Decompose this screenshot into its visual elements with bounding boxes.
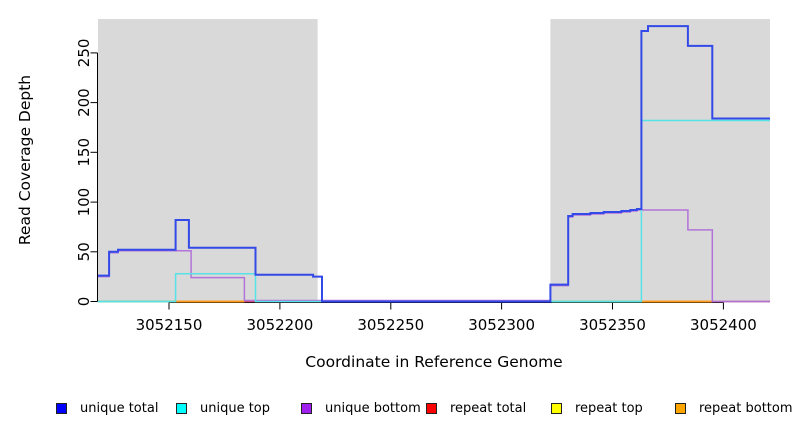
y-tick-label: 100	[75, 188, 93, 217]
x-tick-label: 3052350	[579, 316, 646, 334]
shaded-region-left	[98, 19, 318, 303]
unique-top-swatch-icon	[176, 402, 187, 414]
legend-label: repeat total	[450, 400, 527, 416]
legend-item-repeat-total: repeat total	[426, 399, 526, 417]
unique-total-swatch-icon	[56, 402, 67, 414]
x-tick-label: 3052400	[690, 316, 757, 334]
unique-bottom-swatch-icon	[301, 402, 312, 414]
legend-item-repeat-bottom: repeat bottom	[675, 399, 792, 417]
legend-item-unique-bottom: unique bottom	[301, 399, 421, 417]
x-tick-label: 3052200	[246, 316, 313, 334]
legend-label: repeat top	[575, 400, 643, 416]
y-tick-label: 200	[75, 88, 93, 117]
x-tick-label: 3052300	[468, 316, 535, 334]
y-tick-label: 0	[75, 297, 93, 307]
series-unique-total	[98, 25, 770, 303]
y-tick-label: 50	[75, 242, 93, 261]
legend-label: repeat bottom	[699, 400, 792, 416]
repeat-bottom-swatch-icon	[675, 402, 686, 414]
y-tick-label: 250	[75, 39, 93, 68]
shaded-region-right	[550, 19, 770, 303]
legend-item-unique-top: unique top	[176, 399, 270, 417]
y-axis-title: Read Coverage Depth	[16, 75, 34, 245]
legend-label: unique total	[80, 400, 159, 416]
legend-label: unique bottom	[325, 400, 421, 416]
x-tick-label: 3052250	[357, 316, 424, 334]
legend-item-repeat-top: repeat top	[551, 399, 643, 417]
repeat-top-swatch-icon	[551, 402, 562, 414]
legend-label: unique top	[200, 400, 271, 416]
y-tick-label: 150	[75, 138, 93, 167]
x-axis-title: Coordinate in Reference Genome	[305, 353, 562, 371]
chart-legend: unique total unique top unique bottom re…	[0, 399, 792, 419]
x-tick-label: 3052150	[136, 316, 203, 334]
legend-item-unique-total: unique total	[56, 399, 158, 417]
repeat-total-swatch-icon	[426, 402, 437, 414]
